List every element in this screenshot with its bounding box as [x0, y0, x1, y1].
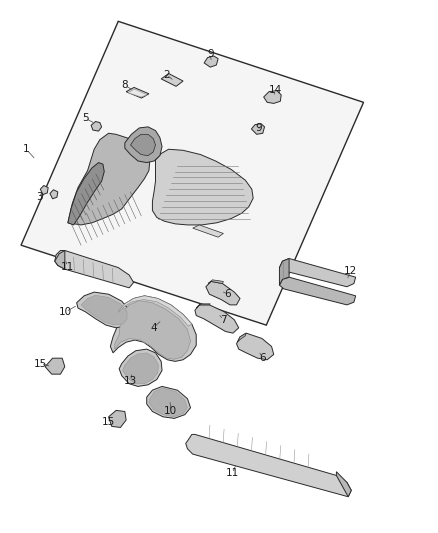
Polygon shape — [251, 124, 265, 134]
Polygon shape — [237, 333, 246, 342]
Polygon shape — [55, 251, 65, 269]
Polygon shape — [264, 91, 281, 103]
Polygon shape — [128, 89, 147, 97]
Text: 1: 1 — [23, 144, 30, 154]
Polygon shape — [68, 133, 150, 225]
Polygon shape — [40, 185, 48, 195]
Polygon shape — [126, 87, 149, 98]
Text: 2: 2 — [163, 70, 170, 79]
Polygon shape — [21, 21, 364, 325]
Polygon shape — [208, 280, 223, 284]
Polygon shape — [123, 353, 159, 384]
Polygon shape — [77, 292, 131, 328]
Polygon shape — [279, 259, 289, 285]
Polygon shape — [279, 259, 356, 287]
Polygon shape — [50, 190, 58, 199]
Polygon shape — [196, 304, 210, 308]
Text: 9: 9 — [255, 123, 262, 133]
Polygon shape — [119, 349, 162, 386]
Polygon shape — [91, 122, 102, 131]
Polygon shape — [147, 386, 191, 418]
Polygon shape — [125, 127, 162, 163]
Polygon shape — [81, 295, 127, 325]
Polygon shape — [118, 296, 192, 326]
Polygon shape — [45, 358, 65, 374]
Text: 11: 11 — [226, 469, 239, 478]
Polygon shape — [204, 56, 218, 67]
Polygon shape — [131, 134, 155, 156]
Polygon shape — [110, 296, 196, 361]
Polygon shape — [68, 163, 104, 225]
Text: 8: 8 — [121, 80, 128, 90]
Text: 10: 10 — [59, 307, 72, 317]
Polygon shape — [279, 277, 356, 305]
Text: 15: 15 — [34, 359, 47, 368]
Text: 15: 15 — [102, 417, 115, 427]
Text: 3: 3 — [36, 192, 43, 202]
Text: 6: 6 — [224, 289, 231, 299]
Text: 11: 11 — [61, 262, 74, 271]
Polygon shape — [336, 472, 351, 497]
Polygon shape — [55, 251, 134, 288]
Text: 5: 5 — [82, 114, 89, 123]
Text: 14: 14 — [268, 85, 282, 94]
Polygon shape — [109, 410, 126, 427]
Text: 9: 9 — [207, 50, 214, 59]
Polygon shape — [186, 434, 351, 497]
Polygon shape — [237, 333, 274, 360]
Text: 13: 13 — [124, 376, 137, 386]
Polygon shape — [115, 301, 191, 359]
Polygon shape — [161, 74, 183, 86]
Polygon shape — [152, 149, 253, 225]
Text: 4: 4 — [150, 323, 157, 333]
Polygon shape — [149, 388, 187, 417]
Polygon shape — [206, 281, 240, 305]
Polygon shape — [195, 305, 239, 333]
Polygon shape — [193, 225, 223, 237]
Text: 12: 12 — [344, 266, 357, 276]
Text: 6: 6 — [259, 353, 266, 363]
Text: 7: 7 — [220, 315, 227, 325]
Text: 10: 10 — [164, 407, 177, 416]
